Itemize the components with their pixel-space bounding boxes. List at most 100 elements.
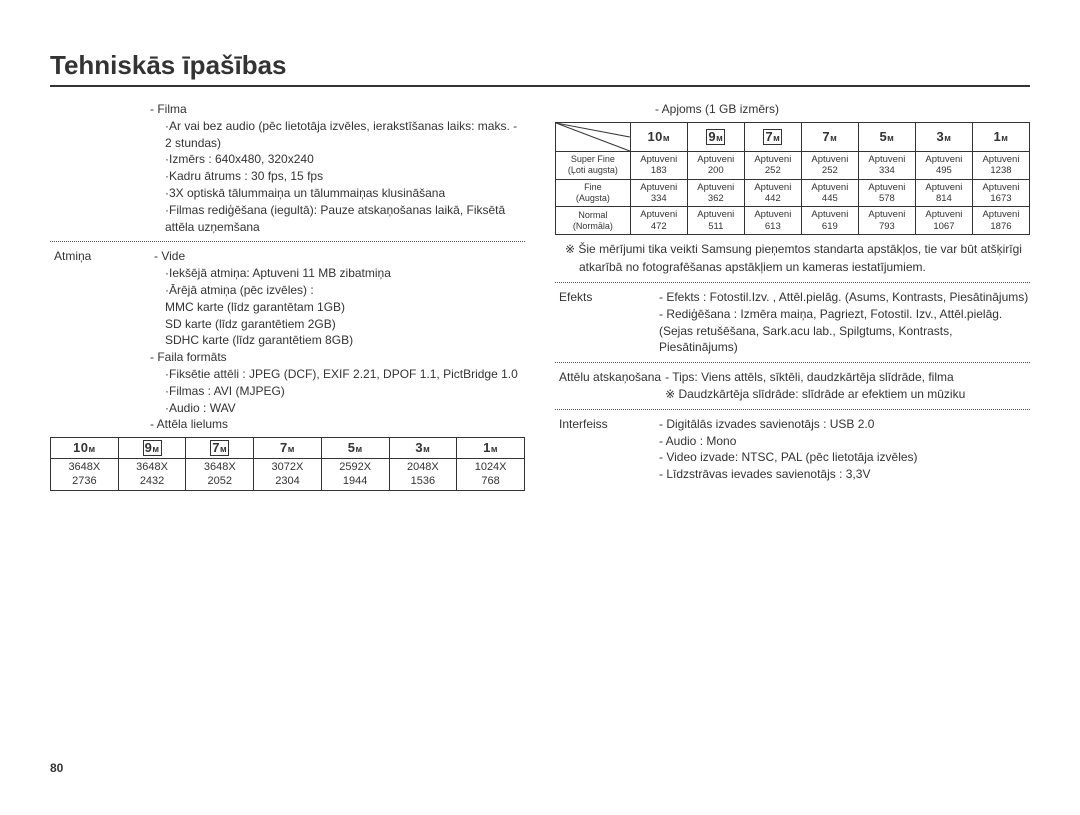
table-cell: Aptuveni1067: [915, 207, 972, 235]
capacity-note: ※ Šie mērījumi tika veikti Samsung pieņe…: [555, 241, 1030, 276]
resolution-icon: 5м: [879, 132, 894, 144]
spec-line: MMC karte (līdz garantētam 1GB): [50, 299, 525, 316]
table-header: 7м: [801, 122, 858, 151]
table-row: Super Fine(Ļoti augsta)Aptuveni183Aptuve…: [556, 151, 1030, 179]
resolution-icon: 1м: [994, 132, 1009, 144]
table-cell: Aptuveni511: [687, 207, 744, 235]
resolution-icon: 7м: [763, 129, 782, 145]
table-cell: 1024X768: [457, 459, 525, 490]
right-column: - Apjoms (1 GB izmērs) 10м 9м 7м 7м 5м 3м 1м S…: [555, 101, 1030, 491]
faila-header: - Faila formāts: [50, 349, 525, 366]
table-header: 7м: [744, 122, 801, 151]
resolution-icon: 3м: [936, 132, 951, 144]
table-cell: Aptuveni445: [801, 179, 858, 207]
resolution-icon: 10м: [73, 443, 96, 455]
table-row-header: Fine(Augsta): [556, 179, 631, 207]
table-header: 9м: [687, 122, 744, 151]
table-cell: Aptuveni1673: [972, 179, 1029, 207]
size-table: 10м 9м 7м 7м 5м 3м 1м 3648X27363648X24323648X2…: [50, 437, 525, 491]
spec-line: ·Ārējā atmiņa (pēc izvēles) :: [50, 282, 525, 299]
table-cell: 3072X2304: [254, 459, 322, 490]
table-cell: Aptuveni793: [858, 207, 915, 235]
spec-line: ·Kadru ātrums : 30 fps, 15 fps: [50, 168, 525, 185]
spec-line: - Rediģēšana : Izmēra maiņa, Pagriezt, F…: [659, 306, 1030, 356]
table-header: 7м: [186, 438, 254, 459]
attela-header: - Attēla lielums: [50, 416, 525, 433]
resolution-icon: 3м: [415, 443, 430, 455]
table-row-header: Normal(Normāla): [556, 207, 631, 235]
resolution-icon: 9м: [143, 440, 162, 456]
separator: [555, 362, 1030, 363]
spec-line: - Tips: Viens attēls, sīktēli, daudzkārt…: [665, 369, 1030, 386]
spec-line: ·Filmas rediģēšana (iegultā): Pauze atsk…: [50, 202, 525, 236]
spec-line: ·Ar vai bez audio (pēc lietotāja izvēles…: [50, 118, 525, 152]
table-header: 3м: [915, 122, 972, 151]
table-cell: Aptuveni252: [744, 151, 801, 179]
resolution-icon: 1м: [483, 443, 498, 455]
spec-line: ·Izmērs : 640x480, 320x240: [50, 151, 525, 168]
spec-line: - Digitālās izvades savienotājs : USB 2.…: [659, 416, 1030, 433]
table-cell: 2048X1536: [389, 459, 457, 490]
table-cell: Aptuveni200: [687, 151, 744, 179]
spec-line: ·Audio : WAV: [50, 400, 525, 417]
table-cell: Aptuveni334: [858, 151, 915, 179]
table-header: 1м: [972, 122, 1029, 151]
vide-header: - Vide: [154, 248, 185, 265]
table-cell: Aptuveni1238: [972, 151, 1029, 179]
atmina-label: Atmiņa: [50, 248, 154, 265]
table-cell: Aptuveni814: [915, 179, 972, 207]
page-title: Tehniskās īpašības: [50, 50, 1030, 87]
spec-line: ·Filmas : AVI (MJPEG): [50, 383, 525, 400]
table-cell: Aptuveni619: [801, 207, 858, 235]
separator: [555, 409, 1030, 410]
spec-line: - Audio : Mono: [659, 433, 1030, 450]
resolution-icon: 7м: [822, 132, 837, 144]
spec-line: ·Fiksētie attēli : JPEG (DCF), EXIF 2.21…: [50, 366, 525, 383]
capacity-table: 10м9м7м7м5м3м1м Super Fine(Ļoti augsta)A…: [555, 122, 1030, 235]
apjoms-header: - Apjoms (1 GB izmērs): [555, 101, 1030, 118]
separator: [50, 241, 525, 242]
table-header: 10м: [51, 438, 119, 459]
table-row: Normal(Normāla)Aptuveni472Aptuveni511Apt…: [556, 207, 1030, 235]
table-cell: Aptuveni362: [687, 179, 744, 207]
table-header: 10м: [630, 122, 687, 151]
resolution-icon: 7м: [210, 440, 229, 456]
spec-line: - Efekts : Fotostil.Izv. , Attēl.pielāg.…: [659, 289, 1030, 306]
filma-header: - Filma: [50, 101, 525, 118]
page-number: 80: [50, 761, 63, 775]
table-header: 9м: [118, 438, 186, 459]
spec-line: ※ Daudzkārtēja slīdrāde: slīdrāde ar efe…: [665, 386, 1030, 403]
spec-line: SD karte (līdz garantētiem 2GB): [50, 316, 525, 333]
table-cell: Aptuveni252: [801, 151, 858, 179]
table-header: 3м: [389, 438, 457, 459]
table-cell: Aptuveni472: [630, 207, 687, 235]
resolution-icon: 7м: [280, 443, 295, 455]
spec-line: ·Iekšējā atmiņa: Aptuveni 11 MB zibatmiņ…: [50, 265, 525, 282]
interfeiss-label: Interfeiss: [555, 416, 659, 483]
table-cell: Aptuveni613: [744, 207, 801, 235]
table-header: 5м: [858, 122, 915, 151]
table-cell: 3648X2432: [118, 459, 186, 490]
table-cell: 3648X2052: [186, 459, 254, 490]
atskanosana-label: Attēlu atskaņošana: [555, 369, 665, 403]
table-cell: Aptuveni495: [915, 151, 972, 179]
table-row: Fine(Augsta)Aptuveni334Aptuveni362Aptuve…: [556, 179, 1030, 207]
table-cell: Aptuveni578: [858, 179, 915, 207]
table-cell: Aptuveni442: [744, 179, 801, 207]
spec-line: SDHC karte (līdz garantētiem 8GB): [50, 332, 525, 349]
table-cell: Aptuveni1876: [972, 207, 1029, 235]
efekts-label: Efekts: [555, 289, 659, 356]
table-header: 5м: [321, 438, 389, 459]
table-cell: Aptuveni183: [630, 151, 687, 179]
table-cell: 2592X1944: [321, 459, 389, 490]
resolution-icon: 9м: [706, 129, 725, 145]
table-row-header: Super Fine(Ļoti augsta): [556, 151, 631, 179]
resolution-icon: 5м: [348, 443, 363, 455]
table-corner: [556, 122, 631, 151]
table-header: 7м: [254, 438, 322, 459]
table-cell: Aptuveni334: [630, 179, 687, 207]
left-column: - Filma ·Ar vai bez audio (pēc lietotāja…: [50, 101, 525, 491]
spec-line: - Video izvade: NTSC, PAL (pēc lietotāja…: [659, 449, 1030, 466]
spec-line: ·3X optiskā tālummaiņa un tālummaiņas kl…: [50, 185, 525, 202]
table-cell: 3648X2736: [51, 459, 119, 490]
